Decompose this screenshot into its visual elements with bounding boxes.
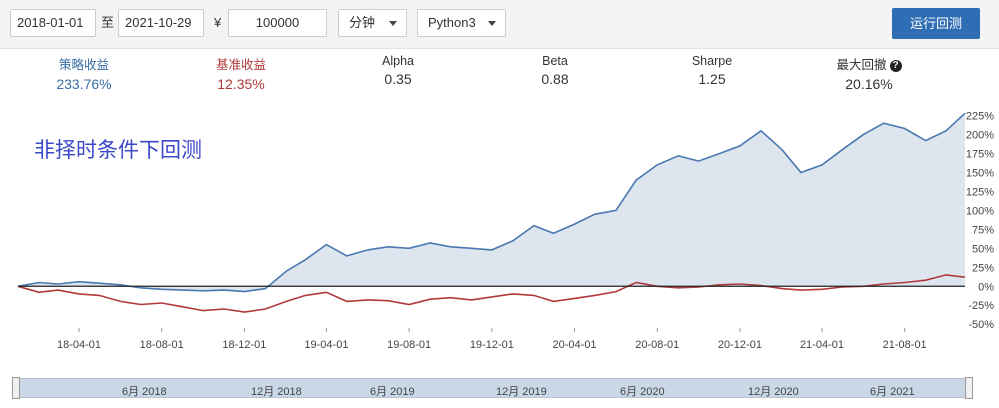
navigator-right-handle[interactable] <box>965 377 973 399</box>
benchmark-line <box>17 274 966 313</box>
navigator-label: 6月 2021 <box>870 386 915 398</box>
y-tick-label: -25% <box>968 300 994 312</box>
navigator-label: 6月 2018 <box>122 386 167 398</box>
x-tick-label: 18-12-01 <box>222 339 266 351</box>
stat-value: 0.35 <box>384 71 412 87</box>
y-tick-label: 100% <box>966 205 994 217</box>
navigator-label: 6月 2019 <box>370 386 415 398</box>
returns-chart[interactable]: 18-04-01 18-08-01 18-12-01 19-04-01 19-08-01… <box>0 100 999 372</box>
x-tick-label: 20-08-01 <box>635 339 679 351</box>
stat-beta: Beta 0.88 <box>495 54 615 87</box>
start-date-input[interactable]: 2018-01-01 <box>10 9 96 37</box>
chart-overlay-title: 非择时条件下回测 <box>34 139 202 162</box>
y-tick-label: 0% <box>978 281 994 293</box>
y-tick-label: 125% <box>966 186 994 198</box>
end-date-input[interactable]: 2021-10-29 <box>118 9 204 37</box>
navigator-label: 12月 2019 <box>496 386 547 398</box>
language-select[interactable]: Python3 <box>417 9 506 37</box>
language-value: Python3 <box>428 15 476 30</box>
y-tick-label: 25% <box>972 262 994 274</box>
stat-value: 12.35% <box>217 76 265 92</box>
x-tick-label: 20-12-01 <box>718 339 762 351</box>
x-tick-label: 18-04-01 <box>57 339 101 351</box>
stat-label: Sharpe <box>691 54 733 68</box>
currency-symbol: ¥ <box>214 15 222 30</box>
stat-value: 0.88 <box>541 71 569 87</box>
series-area <box>18 113 965 292</box>
stat-alpha: Alpha 0.35 <box>338 54 458 87</box>
x-tick-label: 21-04-01 <box>800 339 844 351</box>
y-tick-label: 50% <box>972 243 994 255</box>
stat-benchmark-return: 基准收益 12.35% <box>181 54 301 92</box>
y-tick-label: 225% <box>966 111 994 123</box>
x-tick-label: 18-08-01 <box>140 339 184 351</box>
stat-label-text: 最大回撤 <box>836 58 887 72</box>
x-tick-label: 19-12-01 <box>470 339 514 351</box>
strategy-line <box>17 112 966 293</box>
stat-label: 策略收益 <box>58 58 109 72</box>
chevron-down-icon <box>488 21 496 26</box>
y-tick-label: -50% <box>968 319 994 331</box>
run-backtest-button[interactable]: 运行回测 <box>892 8 980 39</box>
y-tick-label: 200% <box>966 130 994 142</box>
stat-strategy-return: 策略收益 233.76% <box>24 54 144 92</box>
stat-max-drawdown: 最大回撤? 20.16% <box>809 54 929 92</box>
chevron-down-icon <box>389 21 397 26</box>
navigator-label: 6月 2020 <box>620 386 665 398</box>
stat-value: 233.76% <box>56 76 112 92</box>
range-separator: 至 <box>101 15 115 30</box>
toolbar: 2018-01-01 至 2021-10-29 ¥ 100000 分钟 Pyth… <box>0 0 999 49</box>
x-tick-label: 19-04-01 <box>304 339 348 351</box>
stat-label: Beta <box>542 54 568 68</box>
navigator-label: 12月 2020 <box>748 386 799 398</box>
stat-label: 基准收益 <box>215 58 266 72</box>
x-tick-label: 19-08-01 <box>387 339 431 351</box>
stat-label: Alpha <box>382 54 414 68</box>
x-tick-label: 20-04-01 <box>553 339 597 351</box>
navigator-left-handle[interactable] <box>12 377 20 399</box>
help-icon[interactable]: ? <box>889 60 902 72</box>
stat-sharpe: Sharpe 1.25 <box>652 54 772 87</box>
x-tick-label: 21-08-01 <box>883 339 927 351</box>
frequency-value: 分钟 <box>349 15 376 30</box>
y-tick-label: 175% <box>966 149 994 161</box>
capital-input[interactable]: 100000 <box>228 9 327 37</box>
stats-bar: 策略收益 233.76% 基准收益 12.35% Alpha 0.35 Beta… <box>0 54 999 96</box>
y-tick-label: 150% <box>966 167 994 179</box>
y-tick-label: 75% <box>972 224 994 236</box>
stat-value: 1.25 <box>698 71 726 87</box>
frequency-select[interactable]: 分钟 <box>338 9 407 37</box>
stat-label: 最大回撤? <box>809 54 929 73</box>
stat-value: 20.16% <box>845 76 893 92</box>
navigator-label: 12月 2018 <box>251 386 302 398</box>
